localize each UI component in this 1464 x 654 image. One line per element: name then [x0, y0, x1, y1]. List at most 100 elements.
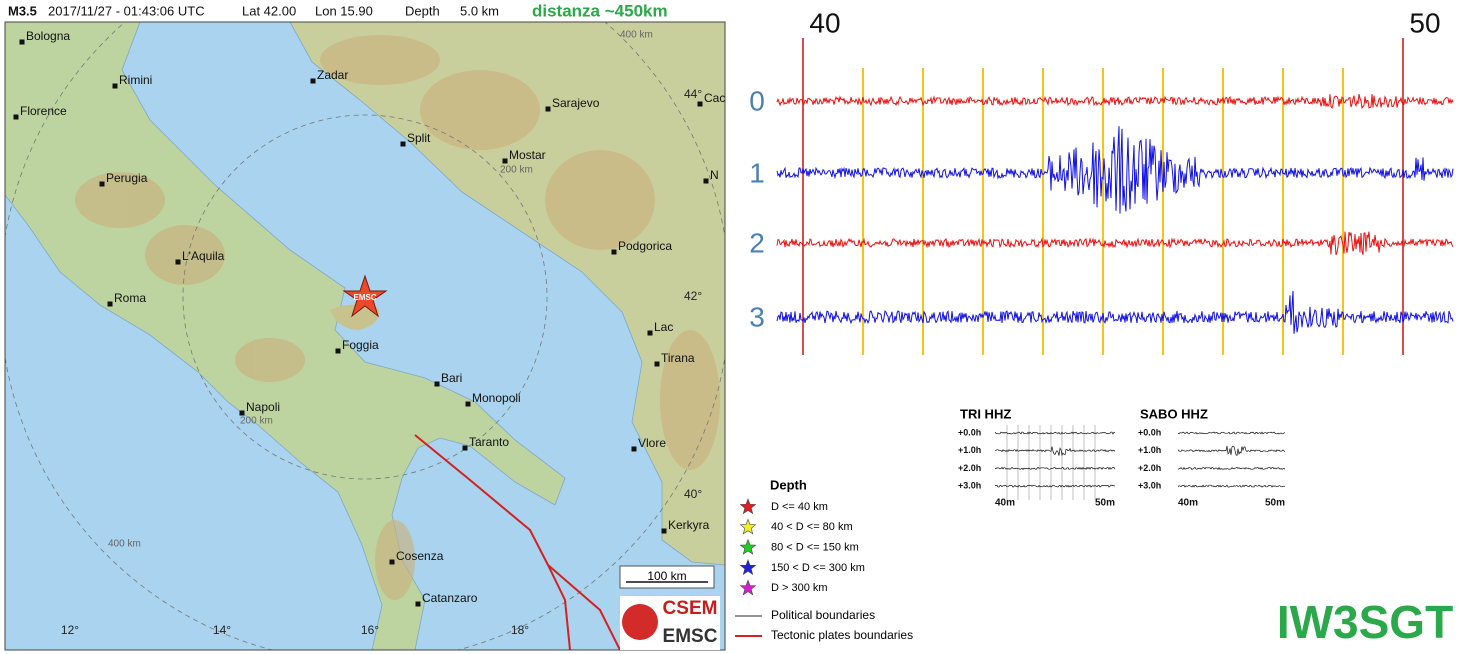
legend-star [739, 559, 757, 576]
logo-text: EMSC [663, 626, 718, 647]
city-label: N [710, 168, 719, 182]
city-marker [335, 348, 341, 354]
city-label: Perugia [106, 171, 148, 185]
ring-label: 400 km [620, 30, 653, 41]
map-frame [4, 21, 726, 651]
legend-label: 150 < D <= 300 km [771, 562, 865, 574]
epicenter-label: EMSC [353, 293, 376, 302]
row-label: +0.0h [958, 427, 981, 437]
mountains [75, 35, 720, 600]
city-label: Kerkyra [668, 518, 710, 532]
city-label: Foggia [342, 338, 379, 352]
trace-label: 2 [749, 227, 765, 258]
city-marker [502, 158, 508, 164]
lon-label: 16° [361, 623, 379, 637]
logo: CSEM EMSC [620, 596, 720, 650]
legend-label: Tectonic plates boundaries [771, 628, 913, 642]
row-label: +0.0h [1138, 427, 1161, 437]
city-marker [13, 114, 19, 120]
logo-text: CSEM [663, 598, 718, 619]
header: M3.5 2017/11/27 - 01:43:06 UTC Lat 42.00… [8, 1, 668, 20]
city-label: Tirana [661, 351, 695, 365]
row-label: +2.0h [958, 463, 981, 473]
city-label: Cosenza [396, 549, 444, 563]
distance: distanza ~450km [532, 1, 668, 20]
thumb-trace [994, 466, 1116, 471]
scale-bar: 100 km [619, 565, 715, 589]
city-label: Split [407, 131, 431, 145]
tectonic-boundary [414, 434, 571, 650]
logo-globe [622, 604, 658, 640]
row-label: +3.0h [1138, 480, 1161, 490]
city-label: L'Aquila [182, 249, 225, 263]
city-label: Bari [441, 371, 462, 385]
city-marker [107, 301, 113, 307]
city-marker [697, 101, 703, 107]
distance-rings [5, 22, 725, 650]
city-marker [99, 181, 105, 187]
gargano [330, 304, 380, 330]
trace-label: 0 [749, 85, 765, 116]
seismogram: 40 50 0 1 2 3 [749, 7, 1454, 355]
legend-label: Political boundaries [771, 608, 875, 622]
lon-label: 14° [213, 623, 231, 637]
city-marker [462, 445, 468, 451]
city-label: Caca [704, 91, 732, 105]
thumb-trace [1177, 431, 1286, 435]
city-marker [545, 106, 551, 112]
trace [776, 290, 1454, 334]
row-label: +1.0h [958, 445, 981, 455]
legend-title: Depth [770, 477, 807, 492]
ring-label: 400 km [108, 539, 141, 550]
depth-label: Depth [405, 3, 440, 18]
trace-label: 3 [749, 301, 765, 332]
legend-star [739, 498, 757, 515]
tectonic-boundary [547, 564, 621, 650]
city-marker [19, 39, 25, 45]
cities: Bologna Rimini Florence Perugia L'Aquila Roma… [13, 29, 732, 607]
thumb-trace [1177, 484, 1286, 488]
legend-label: 40 < D <= 80 km [771, 521, 853, 533]
lat-label: 40° [684, 487, 702, 501]
lat-label: 42° [684, 289, 702, 303]
stations: TRI HHZ +0.0h +1.0h +2.0h +3.0h 40m 50m SABO HH… [958, 406, 1286, 509]
city-label: Lac [654, 320, 673, 334]
city-label: Napoli [246, 400, 280, 414]
city-marker [654, 361, 660, 367]
station-name: SABO HHZ [1140, 406, 1208, 421]
ring-label: 200 km [500, 165, 533, 176]
city-label: Podgorica [618, 239, 672, 253]
lat-label: 44° [684, 87, 702, 101]
thumb-trace [994, 484, 1116, 488]
city-label: Florence [20, 104, 67, 118]
trace [776, 231, 1454, 256]
city-marker [703, 178, 709, 184]
city-marker [389, 559, 395, 565]
city-marker [239, 410, 245, 416]
axis-label: 40m [995, 498, 1015, 509]
row-label: +2.0h [1138, 463, 1161, 473]
lon-label: 18° [511, 623, 529, 637]
map: Bologna Rimini Florence Perugia L'Aquila Roma… [5, 22, 732, 650]
city-label: Roma [114, 291, 146, 305]
callsign: IW3SGT [1277, 596, 1453, 648]
city-label: Monopoli [472, 391, 521, 405]
legend-label: 80 < D <= 150 km [771, 542, 859, 554]
legend-star [739, 579, 757, 596]
city-marker [465, 401, 471, 407]
thumb-trace [994, 446, 1116, 457]
city-marker [415, 601, 421, 607]
epicenter-star [342, 274, 388, 318]
axis-label: 50m [1095, 498, 1115, 509]
minute-label: 50 [1409, 7, 1440, 38]
thumb-trace [994, 431, 1116, 435]
city-marker [400, 141, 406, 147]
row-label: +3.0h [958, 480, 981, 490]
trace [776, 126, 1454, 214]
minute-label: 40 [809, 7, 840, 38]
city-marker [434, 381, 440, 387]
city-marker [611, 249, 617, 255]
trace [776, 93, 1454, 110]
scale-label: 100 km [647, 569, 686, 583]
